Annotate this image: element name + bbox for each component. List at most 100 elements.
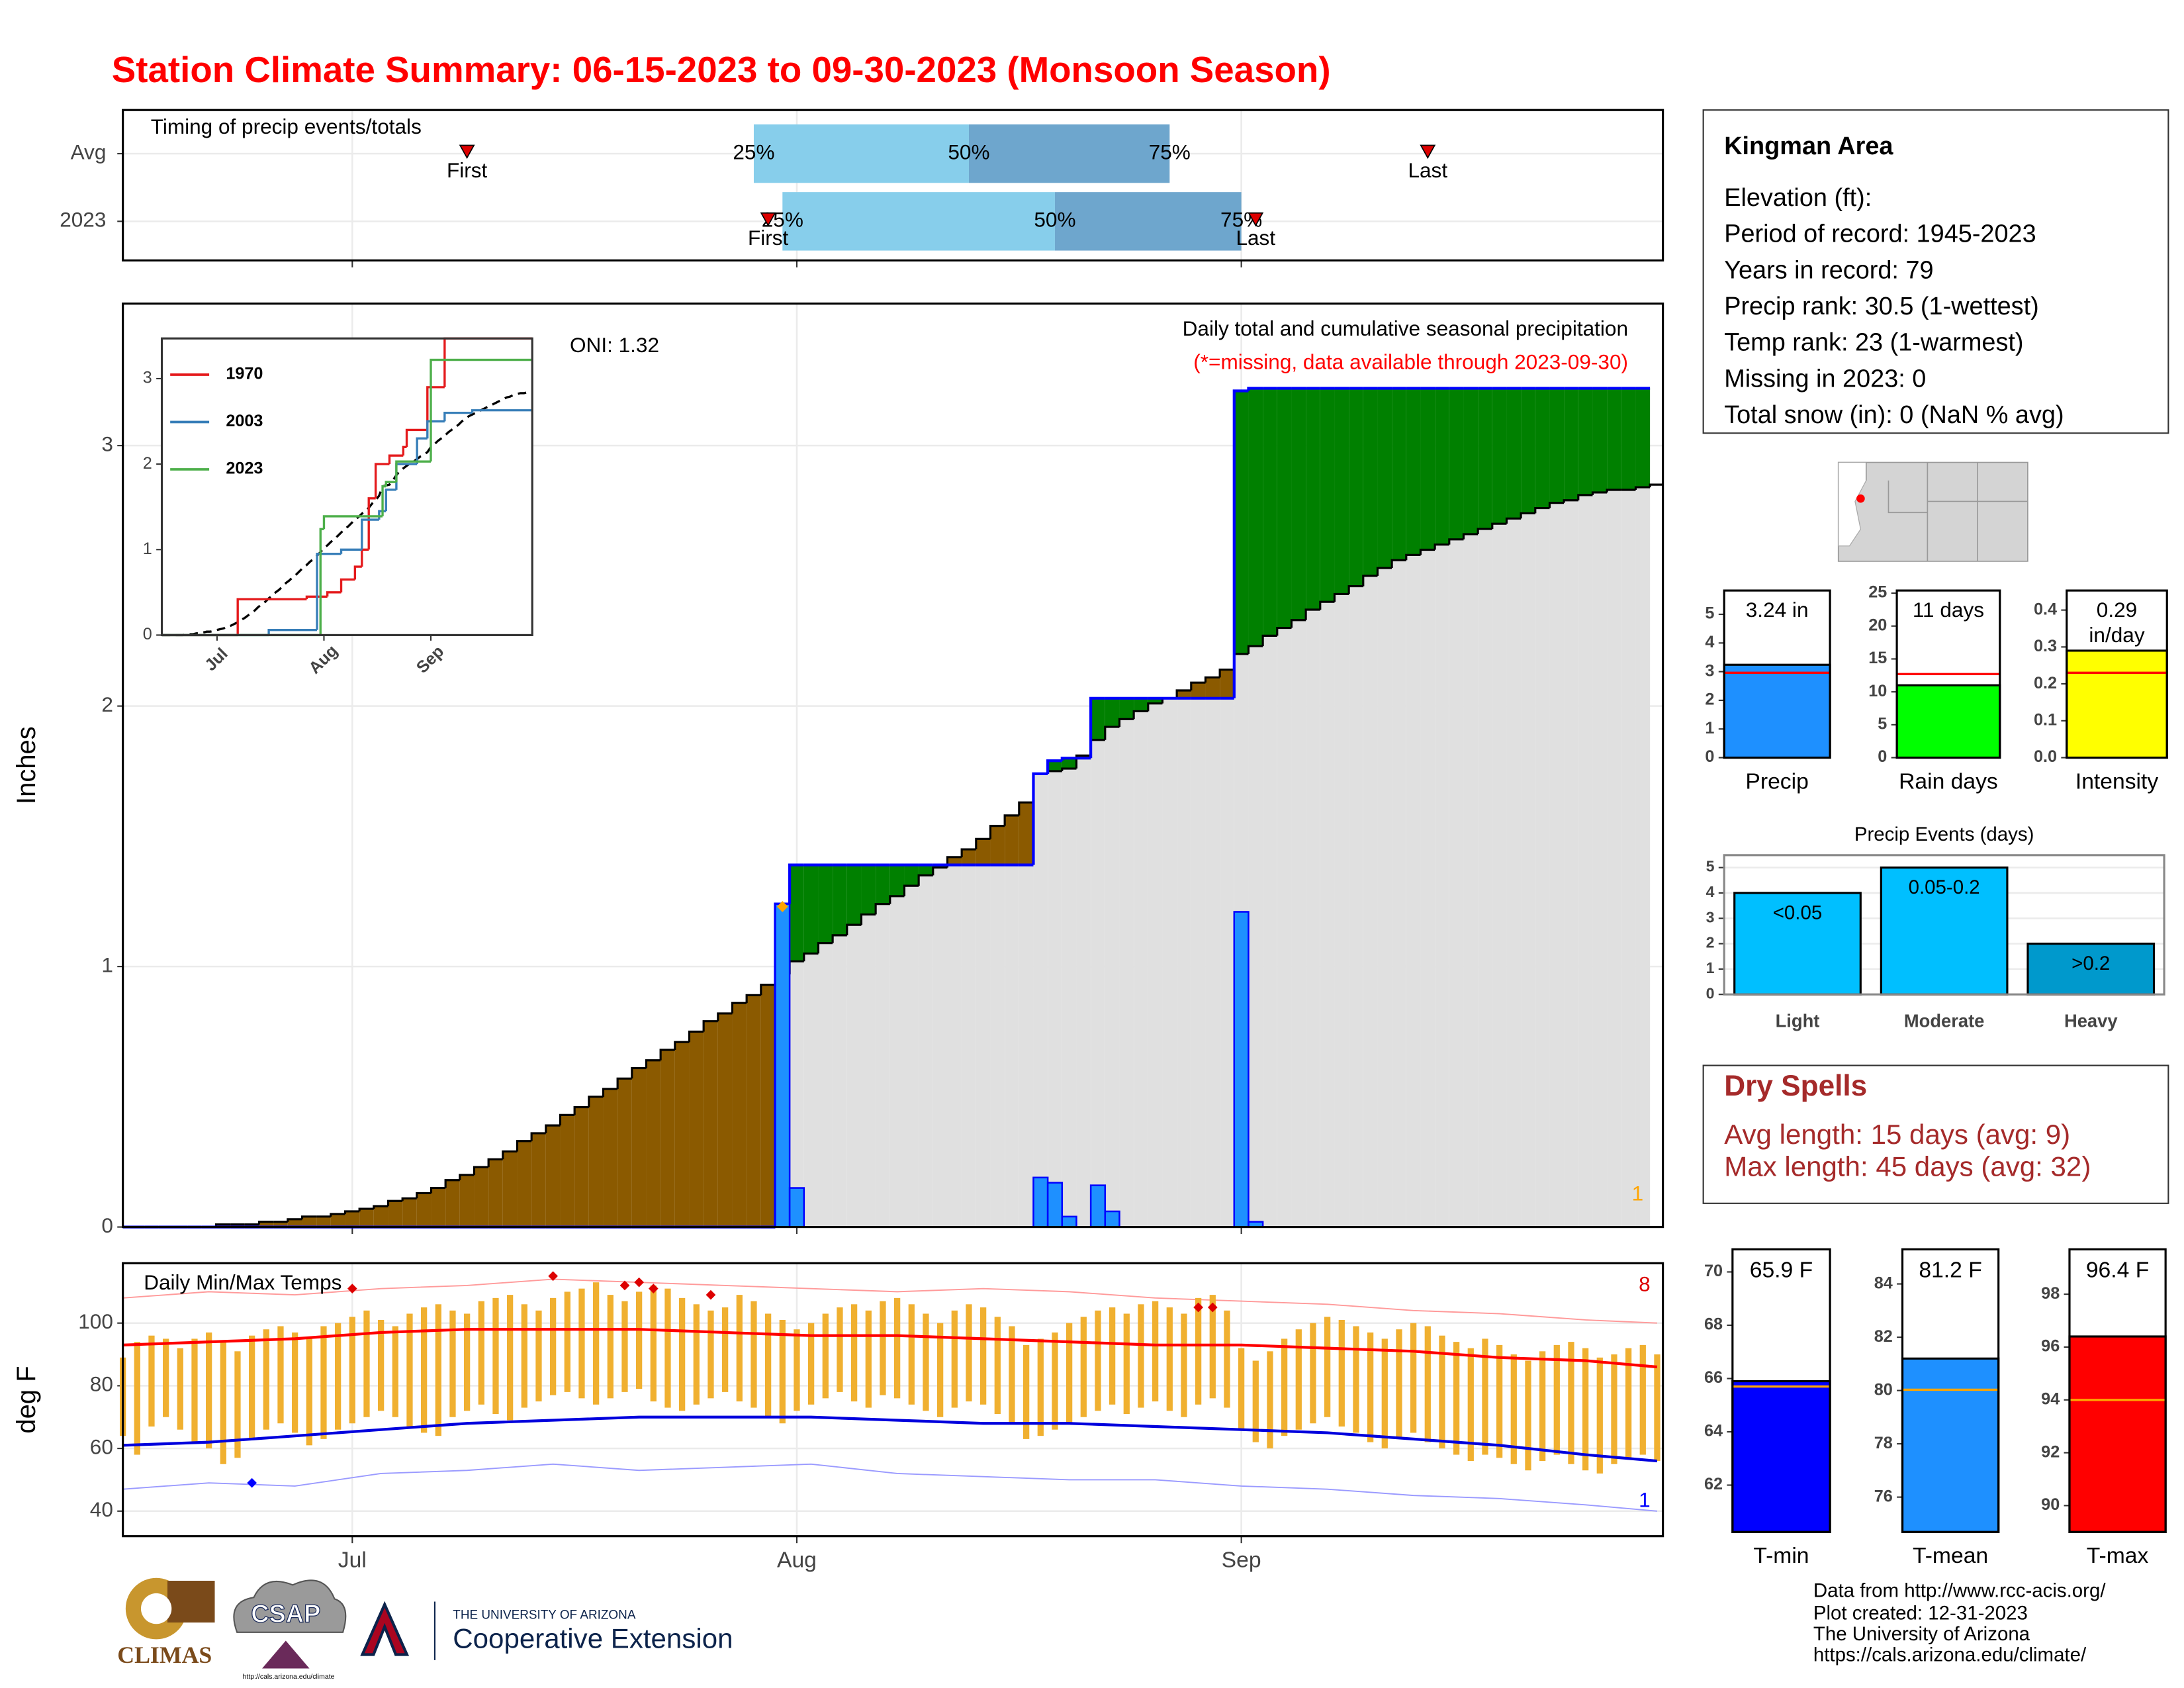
value-label-box: 0.29 in/day [2089, 599, 2144, 648]
deficit-area [273, 1221, 288, 1227]
average-step [1075, 754, 1091, 769]
event-marker [459, 144, 475, 160]
y-tick-label: 80 [1874, 1380, 1893, 1399]
average-step [1491, 522, 1507, 530]
average-step [1563, 499, 1578, 503]
daily-range-bar [1424, 1326, 1431, 1442]
average-step [588, 1096, 604, 1107]
event-marker-label: Last [1236, 226, 1275, 250]
daily-range-bar [507, 1295, 514, 1421]
average-step [602, 1088, 618, 1097]
y-tick-label: 92 [2041, 1442, 2060, 1461]
average-step [373, 1205, 388, 1209]
deficit-area [445, 1180, 460, 1227]
base-area [1478, 529, 1492, 1227]
panel-title: Daily total and cumulative seasonal prec… [1183, 316, 1628, 340]
daily-range-bar [1181, 1313, 1187, 1417]
daily-range-bar [865, 1310, 872, 1408]
deficit-area [531, 1133, 546, 1227]
y-tick-label: 25 [1868, 583, 1887, 602]
daily-range-bar [277, 1326, 284, 1424]
surplus-area [846, 865, 862, 925]
base-area [1392, 560, 1406, 1227]
deficit-area [302, 1216, 317, 1227]
daily-range-bar [1467, 1348, 1474, 1462]
footer-line: The University of Arizona [1813, 1623, 2030, 1645]
category-label: Heavy [2064, 1011, 2118, 1031]
daily-range-bar [980, 1307, 987, 1405]
average-step [631, 1066, 647, 1079]
average-step [616, 1077, 632, 1090]
daily-range-bar [1195, 1297, 1202, 1405]
daily-bar [774, 903, 791, 1228]
average-step [1190, 681, 1206, 690]
daily-range-bar [363, 1310, 370, 1417]
y-tick-label: 10 [1868, 682, 1887, 700]
value-label: 11 days [1912, 598, 1985, 623]
daily-range-bar [464, 1313, 471, 1411]
daily-range-bar [880, 1301, 886, 1395]
quartile-label: 50% [1034, 208, 1075, 232]
base-area [1033, 773, 1048, 1227]
base-area [1334, 594, 1349, 1227]
average-step [760, 984, 776, 996]
daily-range-bar [1267, 1351, 1273, 1449]
deficit-area [287, 1219, 302, 1227]
daily-range-bar [1295, 1329, 1302, 1430]
daily-range-bar [1310, 1323, 1316, 1424]
y-tick-label: 2 [143, 454, 152, 473]
daily-range-bar [937, 1323, 944, 1417]
y-tick-label: 0 [1878, 747, 1887, 766]
average-step [502, 1150, 518, 1160]
daily-range-bar [306, 1338, 312, 1446]
y-tick-label: 0.4 [2034, 600, 2057, 618]
deficit-area [631, 1068, 647, 1227]
surplus-area [1621, 388, 1636, 491]
average-step [416, 1192, 432, 1199]
base-area [1635, 487, 1651, 1227]
base-area [976, 865, 991, 1227]
base-area [1320, 602, 1335, 1227]
daily-range-bar [1625, 1348, 1632, 1458]
average-step [1175, 689, 1191, 698]
average-step [1061, 767, 1077, 771]
average-step [1376, 567, 1392, 576]
base-area [889, 896, 905, 1227]
surplus-area [833, 865, 847, 935]
deficit-area [416, 1193, 432, 1227]
base-area [1076, 758, 1091, 1227]
base-area [1119, 719, 1134, 1227]
y-tick-label: 98 [2041, 1284, 2060, 1303]
plot-frame [122, 109, 1664, 262]
logo-shape [360, 1601, 410, 1656]
deficit-area [674, 1042, 690, 1227]
series-step [385, 481, 396, 487]
daily-range-bar [707, 1310, 714, 1399]
daily-range-bar [191, 1338, 198, 1442]
average-step [1132, 710, 1148, 720]
daily-range-bar [177, 1348, 183, 1430]
category-label: Precip [1745, 769, 1808, 794]
average-step [831, 934, 847, 943]
surplus-area [1535, 388, 1550, 508]
daily-range-bar [1324, 1317, 1331, 1417]
base-area [1248, 646, 1263, 1227]
station-dot [1856, 494, 1865, 503]
average-step [803, 952, 819, 962]
info-line: Temp rank: 23 (1-warmest) [1724, 329, 2023, 357]
daily-range-bar [1510, 1354, 1517, 1464]
average-step [1204, 676, 1220, 683]
daily-range-bar [1066, 1323, 1073, 1424]
series-step [340, 578, 355, 592]
deficit-area [1005, 815, 1019, 865]
surplus-area [1592, 388, 1608, 492]
average-step [989, 825, 1005, 839]
event-marker-label: Last [1408, 158, 1447, 182]
daily-range-bar [779, 1319, 786, 1424]
average-step [1261, 634, 1277, 647]
average-step [846, 923, 862, 935]
y-tick-label: 82 [1874, 1327, 1893, 1346]
average-step [545, 1124, 561, 1133]
series-step [367, 497, 376, 550]
daily-range-bar [1023, 1344, 1030, 1439]
